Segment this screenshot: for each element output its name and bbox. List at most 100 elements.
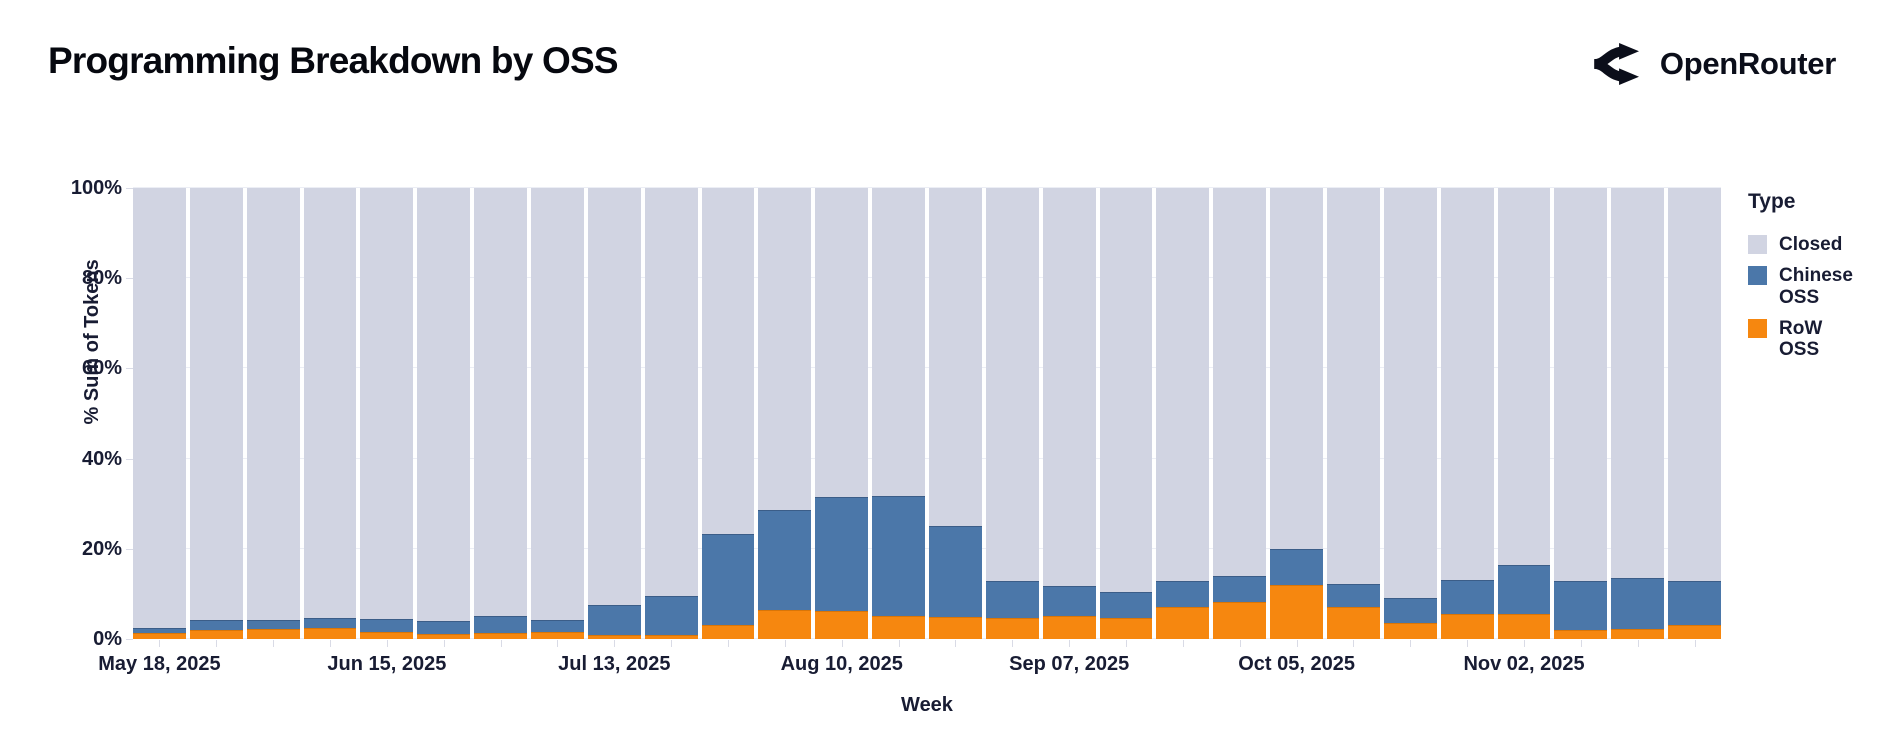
bar-week-sep-21-2025 [1156,188,1210,639]
y-tick-label: 40% [81,447,122,470]
row-oss-segment [985,617,1039,639]
x-tick-mark [1182,640,1184,647]
x-tick-mark [330,640,331,647]
bars-container [133,188,1722,639]
chinese-oss-segment [929,526,982,618]
x-tick-label: Oct 05, 2025 [1238,653,1355,675]
x-tick-mark [1580,640,1582,647]
bar-week-oct-26-2025 [1440,188,1494,639]
bar-week-aug-31-2025 [985,188,1039,639]
bar-week-jun-22-2025 [417,188,471,639]
bar-week-jul-27-2025 [701,188,755,639]
y-tick-label: 100% [70,177,122,199]
chinese-oss-segment [1213,576,1267,602]
y-tick-label: 0% [93,628,122,650]
legend-title: Type [1748,190,1796,213]
legend-item-closed: Closed [1748,234,1878,256]
x-tick-mark [1353,640,1355,647]
chinese-oss-segment [474,615,528,633]
row-oss-segment [1327,607,1380,639]
bar-week-aug-10-2025 [815,188,869,639]
row-oss-segment [1213,601,1267,639]
chinese-oss-segment [1611,578,1665,629]
bar-week-may-18-2025 [133,188,186,639]
chinese-oss-segment [1497,564,1551,615]
x-axis: May 18, 2025 Jun 15, 2025 Jul 13, 2025 Aug … [98,639,1721,689]
row-oss-segment [417,633,471,639]
chinese-oss-segment [133,627,186,634]
bar-week-jun-15-2025 [360,188,414,639]
x-tick-label: May 18, 2025 [98,653,221,675]
row-oss-segment [1611,628,1665,639]
x-tick-cell [531,639,584,689]
chinese-oss-segment [1270,548,1324,586]
x-tick-cell [1611,639,1664,689]
legend-swatch [1748,235,1767,254]
bar-week-sep-28-2025 [1213,188,1267,639]
x-tick-cell: Jun 15, 2025 [327,639,446,689]
x-tick-mark [159,640,161,647]
row-oss-segment [1156,606,1210,639]
x-tick-cell [247,639,300,689]
row-oss-segment [1668,625,1722,639]
x-tick-mark [1126,640,1128,647]
x-tick-cell: Nov 02, 2025 [1463,639,1585,689]
x-tick-cell [417,639,470,689]
legend-label: Chinese OSS [1779,264,1853,308]
x-tick-cell [758,639,811,689]
y-tick-mark [126,368,133,370]
bar-week-may-25-2025 [189,188,243,639]
row-oss-segment [929,617,982,639]
row-oss-segment [1440,614,1494,639]
x-tick-label: Nov 02, 2025 [1463,653,1585,675]
row-oss-segment [1042,615,1096,639]
row-oss-segment [1497,614,1551,639]
x-tick-cell [986,639,1039,689]
x-tick-cell [190,639,243,689]
row-oss-segment [872,616,926,639]
row-oss-segment [815,611,869,639]
chinese-oss-segment [1440,579,1494,615]
row-oss-segment [189,629,243,639]
row-oss-segment [758,610,812,639]
row-oss-segment [644,634,698,639]
x-tick-mark [614,640,616,647]
gridline-60 [133,367,1721,369]
chinese-oss-segment [1554,581,1608,630]
chinese-oss-segment [872,496,926,617]
legend: Type Closed Chinese OSS RoW OSS [1748,190,1878,370]
chinese-oss-segment [1327,583,1380,608]
chinese-oss-segment [815,497,869,612]
row-oss-segment [246,629,300,639]
x-tick-mark [841,640,843,647]
y-tick-mark [126,458,133,460]
chinese-oss-segment [1042,586,1096,616]
bar-week-nov-09-2025 [1554,188,1608,639]
bar-week-jul-20-2025 [644,188,698,639]
x-tick-mark [671,640,673,647]
x-tick-mark [1239,640,1241,647]
bar-week-jul-06-2025 [531,188,584,639]
chinese-oss-segment [1383,597,1437,623]
legend-label: RoW OSS [1779,317,1823,361]
row-oss-segment [360,632,414,639]
bar-week-aug-17-2025 [872,188,926,639]
row-oss-segment [587,634,641,639]
x-tick-mark [898,640,900,647]
row-oss-segment [531,631,584,639]
bar-week-oct-19-2025 [1383,188,1437,639]
bar-week-jun-08-2025 [303,188,357,639]
row-oss-segment [303,627,357,639]
x-tick-mark [500,640,502,647]
x-tick-cell [645,639,698,689]
chinese-oss-segment [1099,591,1153,618]
chinese-oss-segment [985,581,1039,618]
x-tick-cell [1327,639,1380,689]
x-tick-mark [1410,640,1412,647]
y-tick-label: 80% [81,267,122,290]
legend-swatch [1748,265,1767,285]
x-tick-mark [1012,640,1014,647]
y-tick-mark [126,639,133,640]
bar-week-sep-07-2025 [1042,188,1096,639]
bar-week-nov-02-2025 [1497,188,1551,639]
